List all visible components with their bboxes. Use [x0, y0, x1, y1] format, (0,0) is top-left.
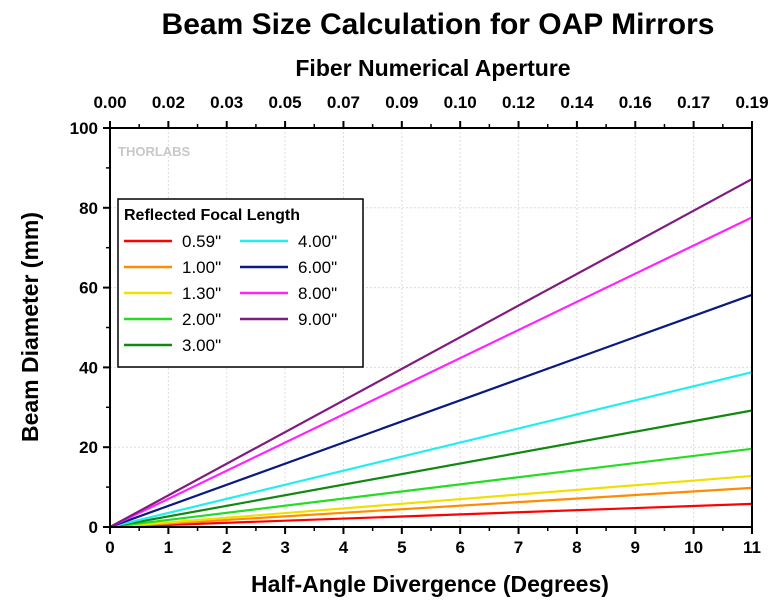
x-tick-label: 7	[514, 538, 523, 557]
legend-label: 6.00"	[298, 258, 337, 277]
x2-tick-label: 0.16	[619, 93, 652, 112]
legend-label: 4.00"	[298, 232, 337, 251]
x2-tick-label: 0.05	[269, 93, 302, 112]
legend-label: 9.00"	[298, 310, 337, 329]
top-axis-title: Fiber Numerical Aperture	[295, 55, 570, 81]
legend-items: 0.59" 1.00" 1.30" 2.00" 3.00" 4.00" 6.00" 8.00"…	[124, 232, 337, 355]
series-line	[109, 409, 753, 529]
y-tick-label: 40	[79, 358, 98, 377]
x2-tick-label: 0.00	[93, 93, 126, 112]
x-tick-label: 3	[280, 538, 289, 557]
y-tick-label: 0	[89, 518, 98, 537]
y-tick-label: 20	[79, 438, 98, 457]
series-line	[109, 371, 753, 529]
series-line	[109, 293, 753, 529]
x2-tick-label: 0.02	[152, 93, 185, 112]
series-line	[109, 447, 753, 529]
x-tick-label: 2	[222, 538, 231, 557]
series-line	[109, 216, 753, 528]
x2-tick-label: 0.14	[560, 93, 594, 112]
legend-box	[117, 198, 364, 368]
x2-tick-label: 0.10	[444, 93, 477, 112]
x2-tick-label: 0.03	[210, 93, 243, 112]
series-line	[109, 474, 753, 529]
x-tick-label: 11	[743, 538, 761, 557]
legend-label: 2.00"	[182, 310, 221, 329]
axis-ticks: 0 0.00 1 0.02 2 0.03 3 0.05 4 0.07 5 0.09 6 0.10 7 0.12…	[70, 93, 769, 557]
y-tick-label: 80	[79, 199, 98, 218]
y-tick-label: 60	[79, 279, 98, 298]
x-tick-label: 8	[572, 538, 581, 557]
legend-label: 3.00"	[182, 336, 221, 355]
legend-label: 8.00"	[298, 284, 337, 303]
x-tick-label: 10	[684, 538, 703, 557]
x-tick-label: 9	[631, 538, 640, 557]
x2-tick-label: 0.19	[735, 93, 768, 112]
grid-lines	[110, 128, 752, 527]
x-axis-title: Half-Angle Divergence (Degrees)	[251, 571, 609, 597]
legend-title: Reflected Focal Length	[124, 207, 300, 224]
legend-label: 1.00"	[182, 258, 221, 277]
thorlabs-watermark: THORLABS	[118, 144, 191, 159]
x2-tick-label: 0.07	[327, 93, 360, 112]
legend: Reflected Focal Length 0.59" 1.00" 1.30" 2.…	[117, 198, 364, 368]
series-line	[109, 486, 753, 529]
x2-tick-label: 0.09	[385, 93, 418, 112]
series-line	[109, 502, 753, 529]
x2-tick-label: 0.17	[677, 93, 710, 112]
y-tick-label: 100	[70, 119, 98, 138]
x-tick-label: 0	[105, 538, 114, 557]
y-axis-title: Beam Diameter (mm)	[17, 212, 43, 442]
series-line	[109, 178, 753, 528]
x-tick-label: 5	[397, 538, 406, 557]
series-lines	[109, 178, 753, 529]
chart-title: Beam Size Calculation for OAP Mirrors	[162, 8, 715, 41]
x-tick-label: 4	[339, 538, 349, 557]
legend-label: 0.59"	[182, 232, 221, 251]
x-tick-label: 6	[455, 538, 464, 557]
x-tick-label: 1	[164, 538, 173, 557]
legend-label: 1.30"	[182, 284, 221, 303]
x2-tick-label: 0.12	[502, 93, 535, 112]
